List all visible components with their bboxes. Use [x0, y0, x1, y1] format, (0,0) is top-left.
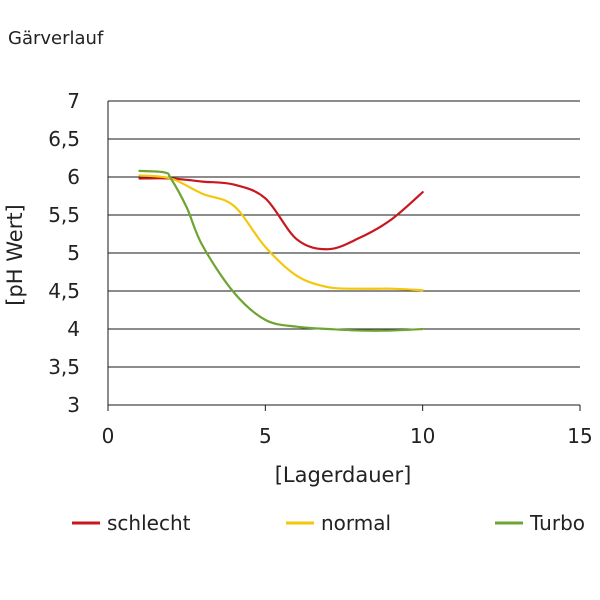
y-tick-label: 4 [67, 317, 80, 341]
y-tick-label: 3,5 [48, 355, 80, 379]
series-line-schlecht [138, 177, 424, 251]
y-tick-label: 7 [67, 89, 80, 113]
x-tick-label: 15 [567, 424, 592, 448]
y-tick-label: 6,5 [48, 127, 80, 151]
chart-title: Gärverlauf [8, 28, 104, 49]
x-tick-label: 5 [259, 424, 272, 448]
tick-labels: 3 3,5 4 4,5 5 5,5 6 6,5 7 0 5 10 15 [48, 89, 593, 448]
x-axis-label: [Lagerdauer] [275, 463, 412, 487]
y-tick-label: 6 [67, 165, 80, 189]
series-line-normal [138, 174, 424, 292]
y-tick-label: 4,5 [48, 279, 80, 303]
y-tick-label: 5 [67, 241, 80, 265]
legend-label-schlecht: schlecht [107, 511, 191, 535]
x-tick-label: 10 [410, 424, 435, 448]
grid-lines [108, 100, 580, 406]
legend: schlecht normal Turbo [72, 511, 585, 535]
y-tick-label: 3 [67, 393, 80, 417]
legend-label-normal: normal [321, 511, 391, 535]
series-line-turbo [138, 169, 424, 332]
x-tick-label: 0 [102, 424, 115, 448]
y-tick-label: 5,5 [48, 203, 80, 227]
series-lines [138, 169, 424, 332]
legend-label-turbo: Turbo [529, 511, 585, 535]
axes [107, 101, 581, 411]
y-axis-label: [pH Wert] [3, 204, 27, 306]
